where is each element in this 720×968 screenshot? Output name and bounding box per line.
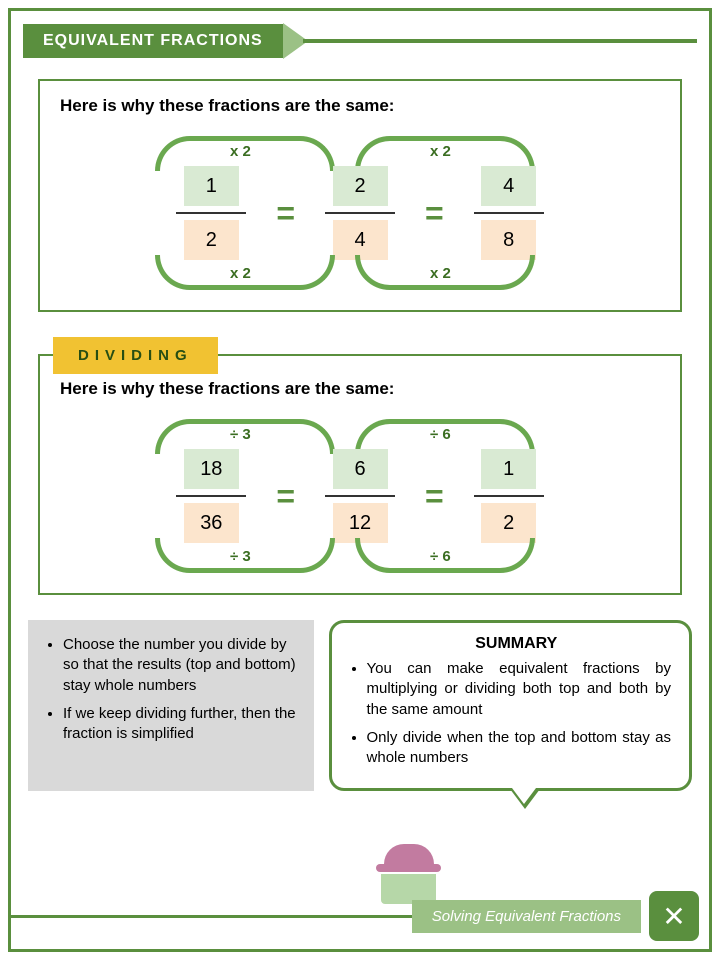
numerator: 2 [333, 166, 388, 206]
summary-wrap: SUMMARY You can make equivalent fraction… [329, 620, 692, 791]
speech-tail-inner [512, 788, 536, 804]
footer-text: Solving Equivalent Fractions [412, 900, 641, 933]
tip-item: If we keep dividing further, then the fr… [63, 704, 299, 745]
title-line [303, 39, 697, 43]
page-title: EQUIVALENT FRACTIONS [23, 24, 283, 58]
fraction-bar [474, 212, 544, 214]
title-bar: EQUIVALENT FRACTIONS [23, 23, 697, 59]
fraction-1: 1 2 [176, 166, 246, 260]
fraction-bar [325, 212, 395, 214]
bottom-row: Choose the number you divide by so that … [28, 620, 692, 791]
fraction-3: 4 8 [474, 166, 544, 260]
summary-title: SUMMARY [362, 635, 671, 653]
bottom-arrows-1: x 2 x 2 [60, 260, 660, 295]
denominator: 4 [333, 220, 388, 260]
dividing-diagram: Here is why these fractions are the same… [38, 354, 682, 595]
denominator: 2 [481, 503, 536, 543]
fraction-row-2: 18 36 = 6 12 = 1 2 [60, 449, 660, 543]
numerator: 4 [481, 166, 536, 206]
fraction-1: 18 36 [176, 449, 246, 543]
diagram2-heading: Here is why these fractions are the same… [60, 379, 660, 399]
denominator: 12 [333, 503, 388, 543]
fraction-2: 2 4 [325, 166, 395, 260]
summary-item: You can make equivalent fractions by mul… [367, 659, 671, 720]
fraction-2: 6 12 [325, 449, 395, 543]
equals-sign: = [276, 478, 295, 515]
op-label: ÷ 6 [430, 426, 451, 443]
op-label: x 2 [430, 265, 451, 282]
equals-sign: = [425, 478, 444, 515]
denominator: 2 [184, 220, 239, 260]
fraction-bar [176, 495, 246, 497]
top-arrows-2: ÷ 3 ÷ 6 [60, 414, 660, 449]
fraction-3: 1 2 [474, 449, 544, 543]
op-label: x 2 [230, 143, 251, 160]
footer: Solving Equivalent Fractions ✕ [11, 891, 709, 941]
fraction-row-1: 1 2 = 2 4 = 4 8 [60, 166, 660, 260]
diagram1-heading: Here is why these fractions are the same… [60, 96, 660, 116]
bottom-arrows-2: ÷ 3 ÷ 6 [60, 543, 660, 578]
page-container: EQUIVALENT FRACTIONS Here is why these f… [8, 8, 712, 952]
fraction-bar [176, 212, 246, 214]
footer-line [11, 915, 412, 918]
numerator: 6 [333, 449, 388, 489]
op-label: ÷ 3 [230, 426, 251, 443]
equals-sign: = [276, 195, 295, 232]
numerator: 18 [184, 449, 239, 489]
denominator: 8 [481, 220, 536, 260]
summary-item: Only divide when the top and bottom stay… [367, 728, 671, 769]
tip-item: Choose the number you divide by so that … [63, 635, 299, 696]
footer-icon: ✕ [649, 891, 699, 941]
summary-box: SUMMARY You can make equivalent fraction… [329, 620, 692, 791]
op-label: ÷ 3 [230, 548, 251, 565]
numerator: 1 [184, 166, 239, 206]
dividing-label: DIVIDING [53, 337, 218, 374]
numerator: 1 [481, 449, 536, 489]
fraction-bar [325, 495, 395, 497]
tips-box: Choose the number you divide by so that … [28, 620, 314, 791]
equals-sign: = [425, 195, 444, 232]
op-label: x 2 [230, 265, 251, 282]
fraction-bar [474, 495, 544, 497]
multiplying-diagram: Here is why these fractions are the same… [38, 79, 682, 312]
denominator: 36 [184, 503, 239, 543]
op-label: ÷ 6 [430, 548, 451, 565]
top-arrows-1: x 2 x 2 [60, 131, 660, 166]
op-label: x 2 [430, 143, 451, 160]
